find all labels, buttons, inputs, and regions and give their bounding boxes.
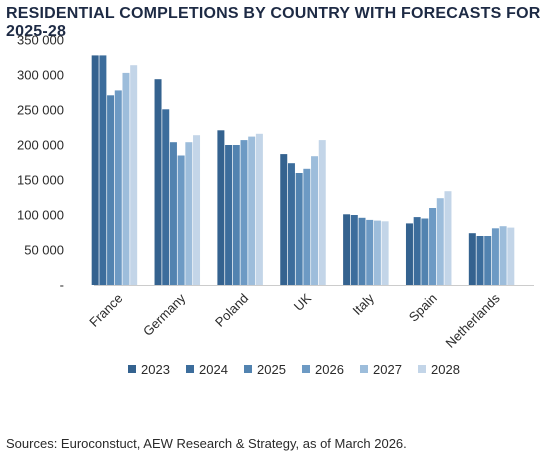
legend-swatch [186,365,194,373]
bar [491,228,499,285]
category-label: Germany [140,290,189,339]
bar-group-spain [405,191,452,285]
bar [107,95,115,285]
bar [350,215,358,285]
legend-item: 2027 [360,362,402,377]
bar [436,198,444,285]
bar [122,72,130,286]
bar [499,226,507,285]
category-label: Italy [350,290,378,318]
bar-groups [91,55,515,286]
bar [421,218,429,285]
bar [248,136,256,285]
bar [429,208,437,285]
y-tick-label: 150 000 [17,173,64,188]
category-label: Poland [212,291,251,330]
bar [162,109,170,285]
legend-item: 2025 [244,362,286,377]
category-labels: France Germany Poland UK Italy Spain Netherlan… [86,290,503,351]
legend-item: 2028 [418,362,460,377]
bar-group-poland [217,130,263,285]
bar [468,233,476,285]
legend-label: 2024 [199,362,228,377]
y-tick-label: 300 000 [17,68,64,83]
y-tick-label: 250 000 [17,103,64,118]
bar [185,142,193,285]
bar-group-uk [280,140,326,285]
legend-item: 2024 [186,362,228,377]
bar [169,142,177,285]
legend-label: 2028 [431,362,460,377]
legend-label: 2023 [141,362,170,377]
y-tick-label: 50 000 [24,243,64,258]
bar [413,217,421,285]
bar [311,156,319,285]
legend-item: 2026 [302,362,344,377]
bar [303,168,311,285]
bar [99,55,107,286]
legend-swatch [360,365,368,373]
bar [358,217,366,285]
bar [405,223,413,285]
legend-swatch [244,365,252,373]
bar-group-france [91,55,138,286]
bar [507,227,515,285]
legend-swatch [128,365,136,373]
bar [318,140,326,285]
bar [232,145,240,285]
bar [130,65,138,285]
legend-label: 2026 [315,362,344,377]
legend: 2023 2024 2025 2026 2027 2028 [128,362,460,377]
legend-swatch [418,365,426,373]
bar [225,145,233,285]
bar-group-italy [343,214,389,285]
bar [476,236,484,285]
category-label: UK [291,290,315,314]
category-label: France [86,291,125,330]
bar-group-germany [154,79,201,285]
category-label: Spain [406,291,440,325]
bar [343,214,351,285]
legend-label: 2027 [373,362,402,377]
source-note: Sources: Euroconstuct, AEW Research & St… [6,436,407,451]
bar-group-netherlands [468,226,515,285]
bar [217,130,225,285]
bar [366,219,374,285]
legend-label: 2025 [257,362,286,377]
bar [280,154,288,285]
bar [287,163,295,285]
bar [444,191,452,285]
legend-item: 2023 [128,362,170,377]
bar [373,220,381,285]
bar [381,221,389,285]
y-tick-label: 200 000 [17,138,64,153]
bar [255,133,263,285]
y-tick-label: - [60,278,64,293]
category-label: Netherlands [443,290,504,351]
bar [91,55,99,286]
bar [193,135,201,285]
bar [295,173,303,285]
bar [484,236,492,285]
y-tick-label: 100 000 [17,208,64,223]
chart-title: RESIDENTIAL COMPLETIONS BY COUNTRY WITH … [6,5,541,40]
bar [154,79,162,285]
y-axis-ticks: - 50 000 100 000 150 000 200 000 250 000 300 0… [17,33,64,293]
legend-swatch [302,365,310,373]
y-tick-label: 350 000 [17,33,64,48]
bar [177,155,185,285]
bar [114,90,122,286]
bar [240,140,248,285]
